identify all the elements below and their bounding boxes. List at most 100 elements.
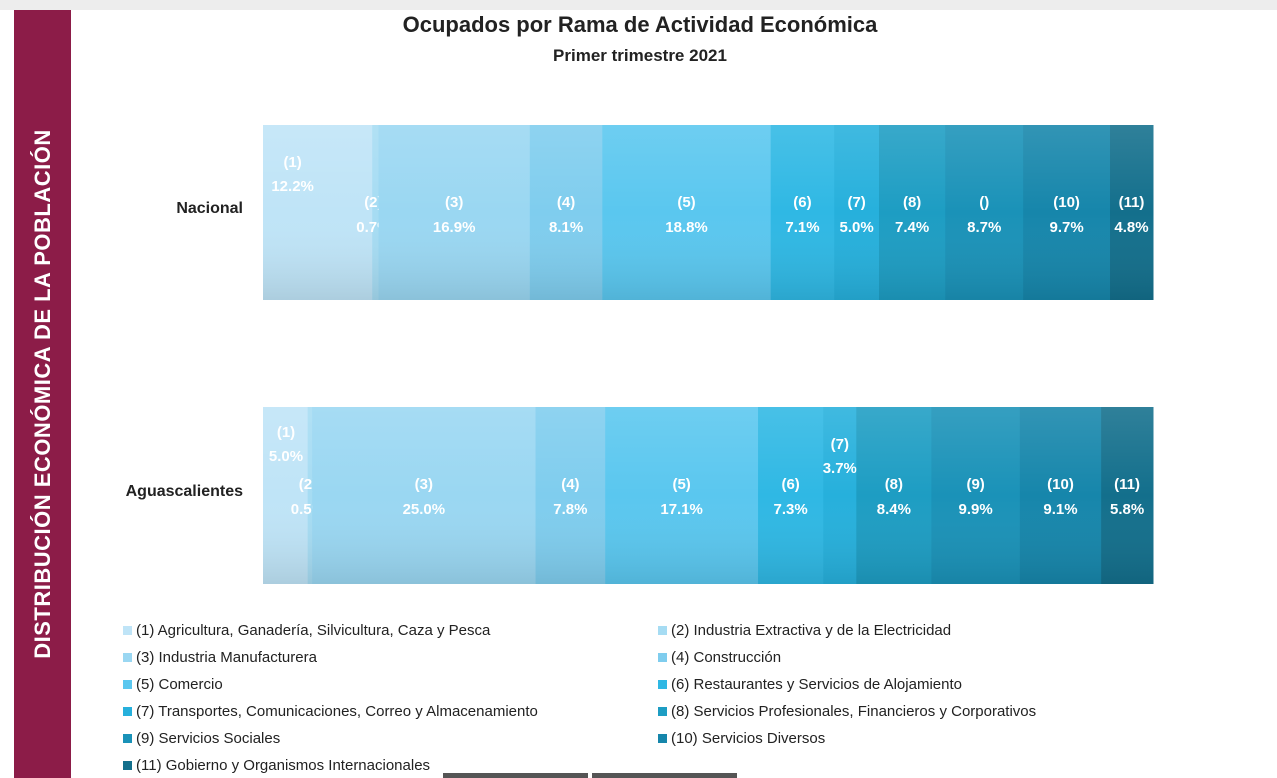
bar-segment-shade: [758, 407, 824, 584]
segment-code-label: (1): [283, 154, 301, 171]
segment-code-label: (3): [415, 476, 433, 493]
segment-code-label: (): [979, 194, 989, 211]
data-label: 12.2%: [271, 178, 314, 195]
legend-item: (11) Gobierno y Organismos Internacional…: [123, 755, 658, 776]
legend-item: (6) Restaurantes y Servicios de Alojamie…: [658, 674, 1133, 695]
legend-item: (7) Transportes, Comunicaciones, Correo …: [123, 701, 658, 722]
data-label: 7.4%: [895, 219, 929, 236]
legend-swatch: [123, 653, 132, 662]
segment-code-label: (5): [677, 194, 695, 211]
top-border: [0, 0, 1277, 10]
bar-segment-shade: [529, 125, 603, 300]
legend-swatch: [123, 734, 132, 743]
legend-swatch: [658, 680, 667, 689]
legend-label: (4) Construcción: [671, 649, 782, 666]
legend-swatch: [658, 734, 667, 743]
bar-segment-shade: [770, 125, 835, 300]
segment-code-label: (9): [966, 476, 984, 493]
legend-label: (3) Industria Manufacturera: [136, 649, 317, 666]
segment-code-label: (10): [1053, 194, 1080, 211]
bar-segment-shade: [378, 125, 531, 300]
chart-subtitle: Primer trimestre 2021: [553, 46, 727, 65]
segment-code-label: (4): [561, 476, 579, 493]
data-label: 18.8%: [665, 219, 708, 236]
segment-code-label: (8): [903, 194, 921, 211]
section-sidebar: DISTRIBUCIÓN ECONÓMICA DE LA POBLACIÓN: [14, 10, 71, 778]
legend-item: (10) Servicios Diversos: [658, 728, 1133, 749]
segment-code-label: (7): [847, 194, 865, 211]
legend-label: (11) Gobierno y Organismos Internacional…: [136, 757, 431, 774]
data-label: 9.7%: [1049, 219, 1083, 236]
bar-segment-shade: [605, 407, 759, 584]
bar-segment-shade: [931, 407, 1021, 584]
row-label-aguascalientes: Aguascalientes: [126, 483, 243, 500]
bar-segment-shade: [945, 125, 1024, 300]
legend-swatch: [123, 707, 132, 716]
legend-item: (1) Agricultura, Ganadería, Silvicultura…: [123, 620, 658, 641]
legend-swatch: [658, 626, 667, 635]
data-label: 25.0%: [403, 501, 446, 518]
legend-swatch: [123, 626, 132, 635]
row-label-nacional: Nacional: [176, 200, 243, 217]
legend-item: (5) Comercio: [123, 674, 658, 695]
data-label: 7.8%: [553, 501, 587, 518]
bar-segment-shade: [312, 407, 537, 584]
bar-segment-shade: [602, 125, 772, 300]
legend-item: (9) Servicios Sociales: [123, 728, 658, 749]
segment-code-label: (8): [885, 476, 903, 493]
data-label: 16.9%: [433, 219, 476, 236]
legend-label: (8) Servicios Profesionales, Financieros…: [671, 703, 1037, 720]
bar-segment-shade: [1110, 125, 1154, 300]
data-label: 9.9%: [959, 501, 993, 518]
data-label: 8.4%: [877, 501, 911, 518]
segment-code-label: (2): [364, 194, 382, 211]
segment-code-label: (11): [1114, 476, 1140, 493]
data-label: 8.7%: [967, 219, 1001, 236]
data-label: 9.1%: [1043, 501, 1077, 518]
legend-swatch: [658, 707, 667, 716]
data-label: 4.8%: [1114, 219, 1148, 236]
data-label: 5.8%: [1110, 501, 1144, 518]
segment-code-label: (6): [793, 194, 811, 211]
data-label: 7.3%: [774, 501, 808, 518]
data-label: 7.1%: [785, 219, 819, 236]
legend-label: (7) Transportes, Comunicaciones, Correo …: [136, 703, 538, 720]
legend-item: (2) Industria Extractiva y de la Electri…: [658, 620, 1133, 641]
stacked-bar-chart: Nacional(1)12.2%(2)0.7%(3)16.9%(4)8.1%(5…: [126, 125, 1154, 584]
bar-segment-shade: [823, 407, 857, 584]
chart-title: Ocupados por Rama de Actividad Económica: [402, 12, 878, 37]
legend: (1) Agricultura, Ganadería, Silvicultura…: [123, 620, 1133, 776]
bar-segment-shade: [1019, 407, 1102, 584]
bar-segment-shade: [1101, 407, 1154, 584]
legend-swatch: [123, 680, 132, 689]
segment-code-label: (3): [445, 194, 463, 211]
window-edge: [592, 773, 737, 778]
bar-segment-shade: [1023, 125, 1111, 300]
legend-label: (1) Agricultura, Ganadería, Silvicultura…: [136, 622, 491, 639]
data-label: 8.1%: [549, 219, 583, 236]
segment-code-label: (1): [277, 424, 295, 441]
segment-code-label: (11): [1119, 194, 1145, 211]
data-label: 5.0%: [269, 448, 303, 465]
window-edge: [443, 773, 588, 778]
legend-label: (6) Restaurantes y Servicios de Alojamie…: [671, 676, 962, 693]
segment-code-label: (4): [557, 194, 575, 211]
bar-segment-shade: [535, 407, 606, 584]
segment-code-label: (7): [831, 436, 849, 453]
legend-label: (10) Servicios Diversos: [671, 730, 826, 747]
bar-segment-shade: [263, 125, 373, 300]
bar-segment-shade: [879, 125, 946, 300]
data-label: 5.0%: [840, 219, 874, 236]
legend-swatch: [658, 653, 667, 662]
legend-item: (3) Industria Manufacturera: [123, 647, 658, 668]
legend-label: (9) Servicios Sociales: [136, 730, 281, 747]
bar-segment-shade: [372, 125, 380, 300]
segment-code-label: (5): [672, 476, 690, 493]
segment-code-label: (10): [1047, 476, 1074, 493]
legend-label: (5) Comercio: [136, 676, 223, 693]
legend-label: (2) Industria Extractiva y de la Electri…: [671, 622, 952, 639]
segment-code-label: (6): [781, 476, 799, 493]
data-label: 3.7%: [823, 460, 857, 477]
bar-segment-shade: [307, 407, 313, 584]
legend-item: (4) Construcción: [658, 647, 1133, 668]
